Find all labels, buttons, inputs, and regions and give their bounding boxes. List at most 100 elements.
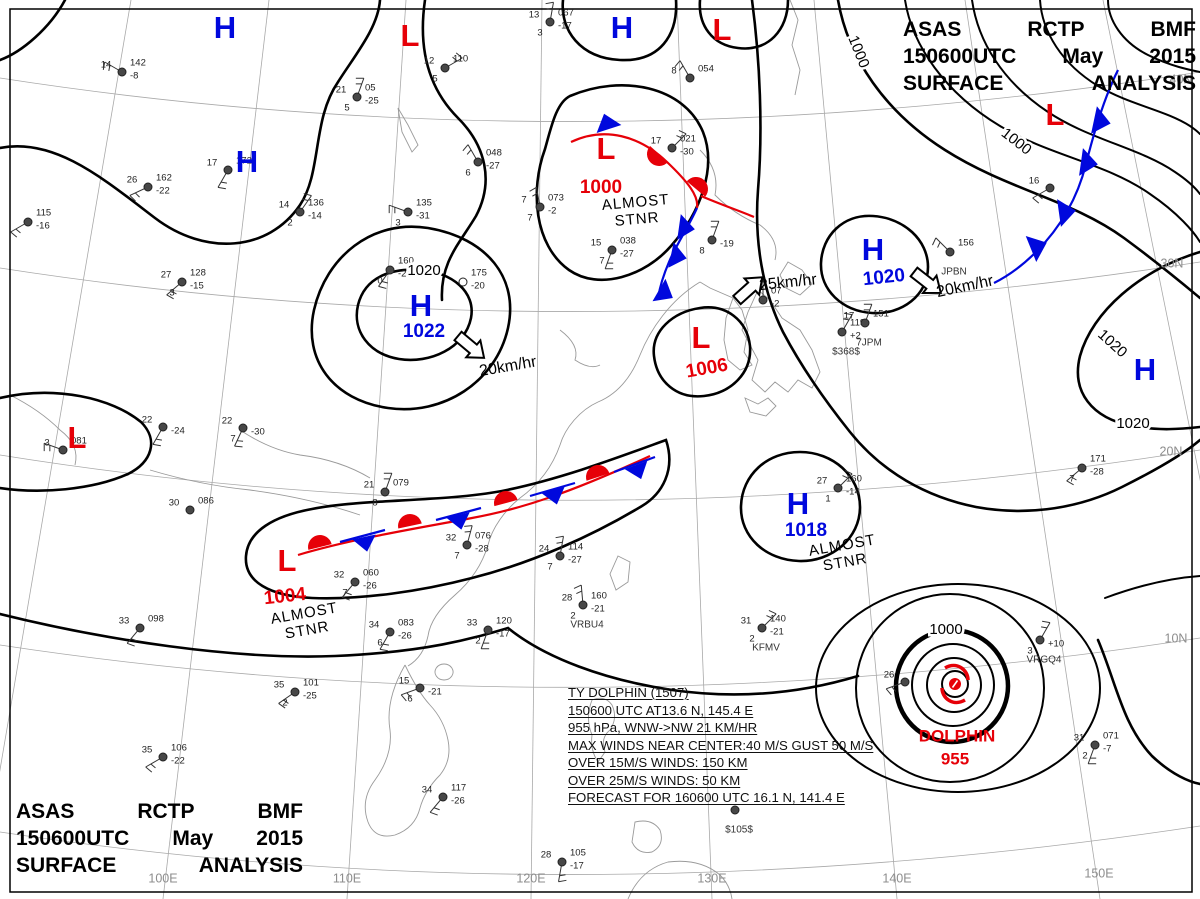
station-tendency: -21 [770, 627, 784, 638]
typhoon-info-line: MAX WINDS NEAR CENTER:40 M/S GUST 50 M/S [568, 737, 874, 753]
station-pressure: 142 [130, 58, 146, 69]
low-pressure-center: L [1046, 97, 1065, 132]
station-tendency: -26 [451, 796, 465, 807]
station-circle [535, 202, 545, 212]
wind-barb-tick [145, 766, 153, 773]
typhoon-info-line: 955 hPa, WNW->NW 21 KM/HR [568, 720, 758, 735]
isobar [0, 0, 382, 245]
station-pressure: 128 [190, 268, 206, 279]
wind-barb-tick [464, 525, 473, 527]
station-temp: 27 [817, 476, 828, 487]
station-pressure: 021 [680, 134, 696, 145]
station-circle [837, 327, 847, 337]
station-circle [667, 143, 677, 153]
wind-barb-tick [10, 231, 18, 238]
station-pressure: 160 [398, 256, 414, 267]
station-circle [385, 627, 395, 637]
pressure-letter: L [597, 131, 616, 166]
station-temp: 33 [119, 616, 130, 627]
station-tendency: -17 [570, 861, 584, 872]
typhoon-eye-slit [951, 680, 959, 688]
typhoon-info-line: TY DOLPHIN (1507) [568, 685, 689, 700]
arrow-shape [453, 330, 486, 359]
station-tendency: -28 [475, 544, 489, 555]
isobar-label: 1000 [998, 125, 1035, 159]
typhoon-info-block: TY DOLPHIN (1507) 150600 UTC AT13.6 N, 14… [568, 684, 873, 807]
longitude-label: 120E [516, 871, 545, 885]
station-pressure: 05 [365, 83, 376, 94]
station-dewpoint: 3 [537, 28, 542, 39]
wind-barb-tick [678, 130, 687, 135]
station-tendency: -27 [568, 555, 582, 566]
typhoon-isobar-1000 [893, 627, 1011, 745]
station-temp: 22 [222, 416, 233, 427]
pressure-letter: L [1046, 97, 1065, 132]
station-circle [578, 600, 588, 610]
station-temp: 28 [541, 850, 552, 861]
longitude-label: 150E [1084, 866, 1113, 880]
station-plot: 33 120 -17 2 [467, 616, 512, 650]
station-temp: 24 [539, 544, 550, 555]
station-circle [707, 235, 717, 245]
wind-barb-tick [134, 192, 140, 198]
station-circle [143, 182, 153, 192]
isobar-label: 1020 [407, 262, 440, 279]
map-border [9, 8, 1193, 893]
wind-barb-tick [932, 237, 937, 246]
station-plot: 22 -30 7 [222, 416, 265, 448]
station-tendency: -21 [428, 687, 442, 698]
wind-barb-tick [278, 703, 286, 709]
stationary-front-north [570, 113, 755, 302]
low-pressure-center: L [401, 18, 420, 53]
wind-barb-tick [155, 438, 162, 441]
title-word: 150600UTC [16, 827, 130, 850]
station-circle [557, 857, 567, 867]
isobar [1104, 575, 1200, 599]
station-circle [135, 623, 145, 633]
pressure-letter: L [278, 543, 297, 578]
wind-barb-tick [126, 642, 135, 647]
station-pressure: 140 [770, 614, 786, 625]
station-dewpoint: 8 [699, 246, 704, 257]
station-circle [185, 505, 195, 515]
wind-barb-tick [558, 879, 567, 883]
station-temp: 15 [591, 238, 602, 249]
wind-barb-tick [234, 445, 243, 448]
wind-barb-tick [555, 535, 564, 539]
station-temp: 14 [101, 60, 112, 71]
station-temp: 21 [364, 480, 375, 491]
almost-stnr-note: ALMOSTSTNR [601, 191, 671, 231]
station-circle [1035, 635, 1045, 645]
station-plot: 14 142 -8 [101, 58, 146, 82]
title-word: SURFACE [903, 72, 1004, 95]
station-id: VRBU4 [570, 620, 604, 631]
station-plot: 119 +2 $368$ [832, 312, 865, 358]
station-plot: 35 106 -22 [142, 743, 187, 773]
station-id: KFMV [752, 643, 780, 654]
wind-barb-tick [464, 530, 471, 533]
station-dewpoint: 2 [1082, 751, 1087, 762]
station-dewpoint: 6 [465, 168, 470, 179]
station-pressure: 086 [198, 496, 214, 507]
station-dewpoint: 7 [599, 256, 604, 267]
typhoon-isobar [926, 657, 982, 713]
station-temp: 8 [671, 66, 676, 77]
station-dewpoint: 2 [475, 636, 480, 647]
station-plot: 30 086 [169, 496, 214, 515]
station-pressure: 172 [236, 156, 252, 167]
station-pressure: 117 [451, 783, 466, 794]
pressure-letter: H [1134, 352, 1156, 387]
title-line: SURFACE ANALYSIS [903, 70, 1196, 97]
station-tendency: -27 [620, 249, 634, 260]
typhoon-info-line: FORECAST FOR 160600 UTC 16.1 N, 141.4 E [568, 790, 845, 805]
pressure-value: 1000 [580, 177, 622, 198]
isobar-high-1018 [739, 450, 862, 563]
title-word: ASAS [16, 800, 75, 823]
title-word: 2015 [1149, 45, 1196, 68]
station-pressure: 106 [171, 743, 187, 754]
pressure-letter: L [401, 18, 420, 53]
typhoon-name-label: DOLPHIN [919, 726, 996, 745]
